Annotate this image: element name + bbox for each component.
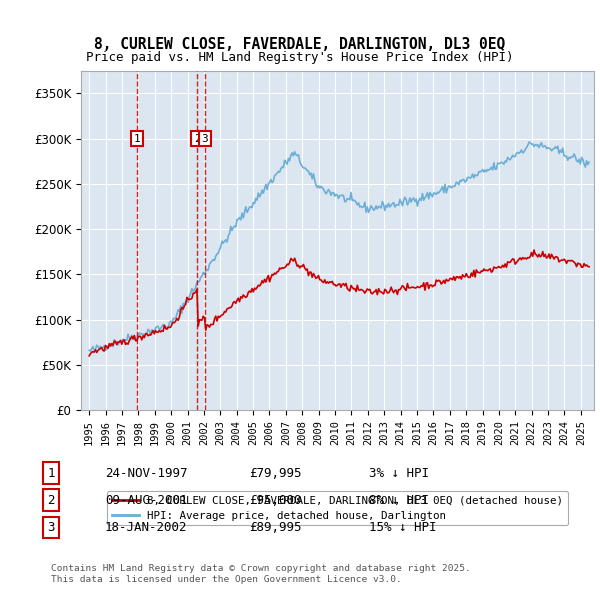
Text: 3: 3 — [202, 134, 208, 143]
Text: Price paid vs. HM Land Registry's House Price Index (HPI): Price paid vs. HM Land Registry's House … — [86, 51, 514, 64]
Text: £79,995: £79,995 — [249, 467, 302, 480]
Text: 8, CURLEW CLOSE, FAVERDALE, DARLINGTON, DL3 0EQ: 8, CURLEW CLOSE, FAVERDALE, DARLINGTON, … — [94, 37, 506, 51]
Legend: 8, CURLEW CLOSE, FAVERDALE, DARLINGTON, DL3 0EQ (detached house), HPI: Average p: 8, CURLEW CLOSE, FAVERDALE, DARLINGTON, … — [107, 491, 568, 525]
Text: 1: 1 — [133, 134, 140, 143]
Text: 18-JAN-2002: 18-JAN-2002 — [105, 521, 187, 534]
Text: 09-AUG-2001: 09-AUG-2001 — [105, 494, 187, 507]
Text: 3: 3 — [47, 521, 55, 534]
Text: £89,995: £89,995 — [249, 521, 302, 534]
Text: 15% ↓ HPI: 15% ↓ HPI — [369, 521, 437, 534]
Text: 8% ↓ HPI: 8% ↓ HPI — [369, 494, 429, 507]
Text: 24-NOV-1997: 24-NOV-1997 — [105, 467, 187, 480]
Text: 2: 2 — [47, 494, 55, 507]
Text: £95,000: £95,000 — [249, 494, 302, 507]
Text: 1: 1 — [47, 467, 55, 480]
Text: Contains HM Land Registry data © Crown copyright and database right 2025.: Contains HM Land Registry data © Crown c… — [51, 565, 471, 573]
Text: This data is licensed under the Open Government Licence v3.0.: This data is licensed under the Open Gov… — [51, 575, 402, 584]
Text: 3% ↓ HPI: 3% ↓ HPI — [369, 467, 429, 480]
Text: 2: 2 — [194, 134, 201, 143]
